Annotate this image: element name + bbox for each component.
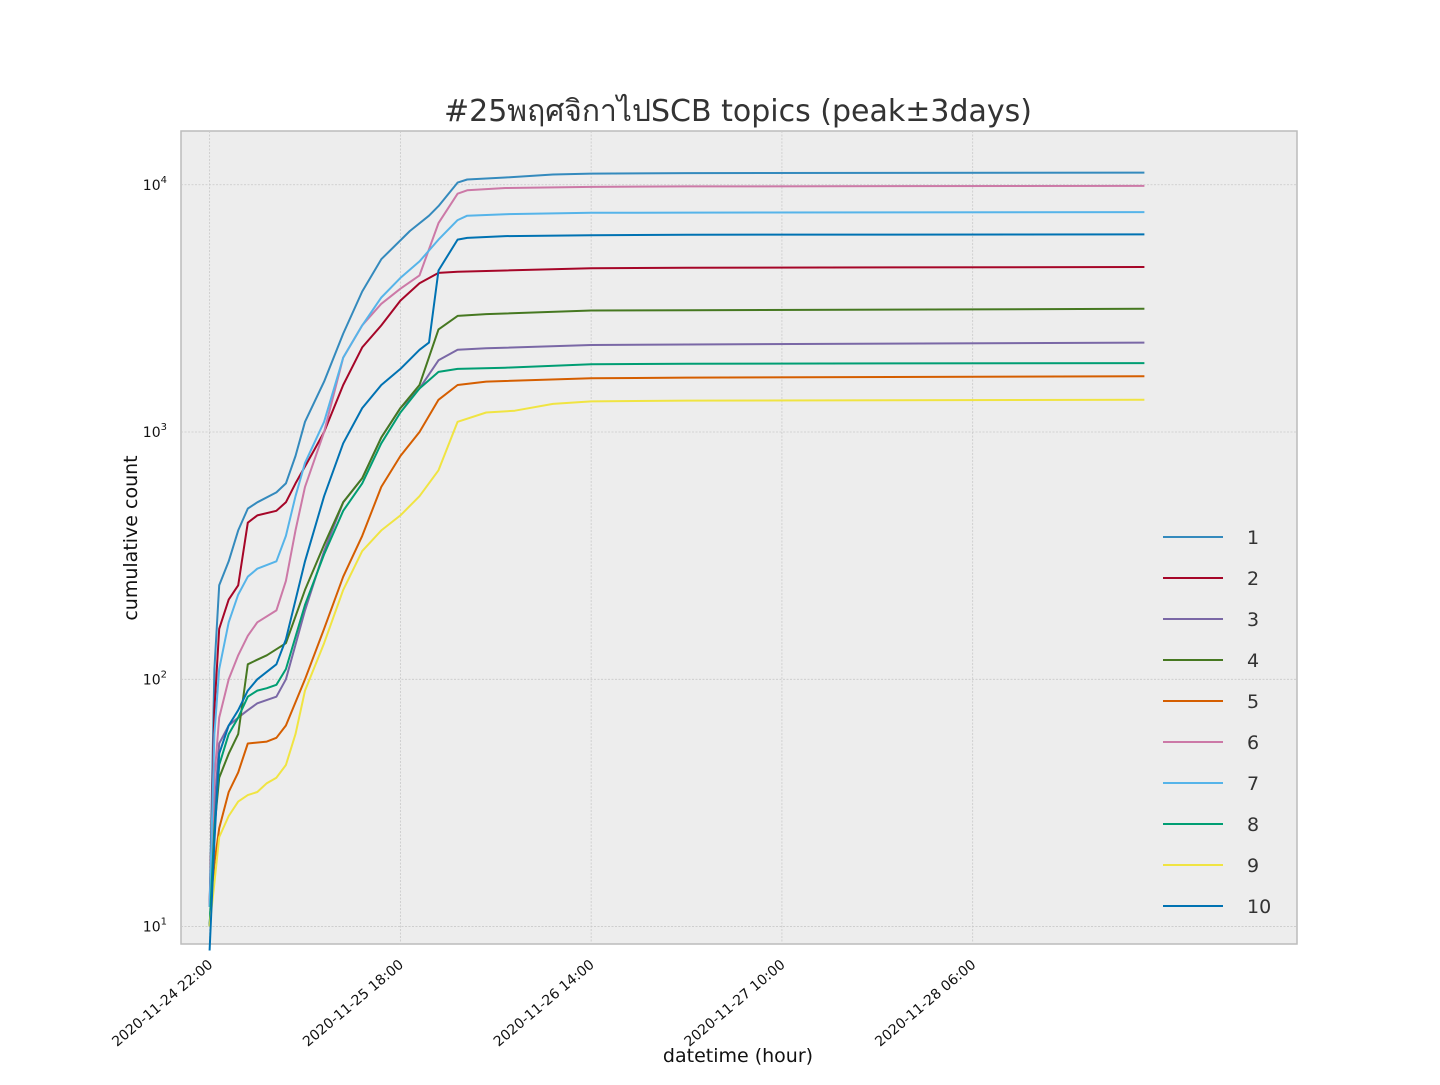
series-line-1 bbox=[208, 171, 1145, 908]
series-line-7 bbox=[208, 211, 1145, 908]
y-tick-base: 10 bbox=[143, 178, 161, 194]
legend-label-4: 4 bbox=[1247, 650, 1259, 672]
series-line-5 bbox=[208, 375, 1145, 927]
legend: 1 2 3 4 5 6 7 8 9 10 bbox=[1163, 527, 1271, 918]
y-tick-exponent: 1 bbox=[161, 917, 167, 928]
legend-label-1: 1 bbox=[1247, 527, 1259, 549]
series-lines bbox=[208, 171, 1145, 951]
y-tick-label: 102 bbox=[143, 669, 167, 688]
y-tick-label: 103 bbox=[143, 422, 167, 441]
series-line-10 bbox=[208, 233, 1145, 951]
plot-area bbox=[180, 130, 1298, 945]
y-tick-base: 10 bbox=[143, 920, 161, 936]
x-axis-label: datetime (hour) bbox=[663, 1045, 813, 1067]
series-line-8 bbox=[208, 362, 1145, 927]
series-line-4 bbox=[208, 307, 1145, 927]
y-tick-label: 101 bbox=[143, 917, 167, 936]
y-tick-exponent: 3 bbox=[161, 422, 167, 433]
legend-label-10: 10 bbox=[1247, 896, 1271, 918]
y-tick-base: 10 bbox=[143, 425, 161, 441]
legend-label-7: 7 bbox=[1247, 773, 1259, 795]
y-tick-exponent: 2 bbox=[161, 669, 167, 680]
series-line-3 bbox=[208, 341, 1145, 908]
legend-label-8: 8 bbox=[1247, 814, 1259, 836]
legend-label-3: 3 bbox=[1247, 609, 1259, 631]
y-tick-exponent: 4 bbox=[161, 175, 167, 186]
grid bbox=[181, 131, 1297, 944]
legend-label-2: 2 bbox=[1247, 568, 1259, 590]
chart-title: #25พฤศจิกาไปSCB topics (peak±3days) bbox=[444, 93, 1032, 129]
y-tick-label: 104 bbox=[143, 175, 167, 194]
legend-label-9: 9 bbox=[1247, 855, 1259, 877]
legend-label-6: 6 bbox=[1247, 732, 1259, 754]
y-tick-base: 10 bbox=[143, 672, 161, 688]
legend-label-5: 5 bbox=[1247, 691, 1259, 713]
series-line-9 bbox=[208, 398, 1145, 927]
y-axis-label: cumulative count bbox=[120, 455, 142, 620]
series-line-6 bbox=[208, 184, 1145, 908]
